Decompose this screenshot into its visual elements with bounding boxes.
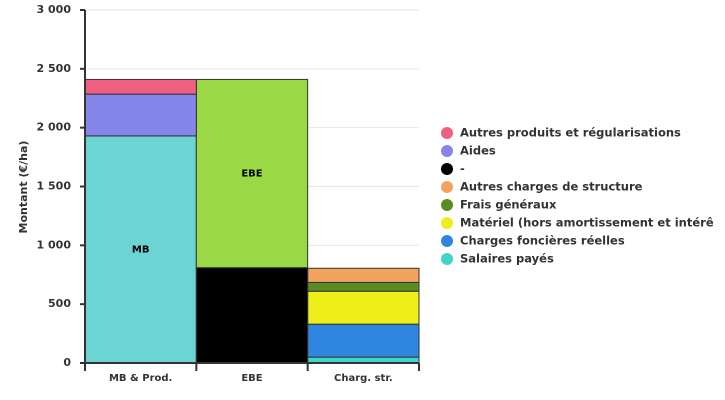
y-tick-label: 1 000 xyxy=(37,238,72,251)
bar-segment xyxy=(84,78,197,95)
bar-segment xyxy=(307,267,420,283)
legend-label[interactable]: Autres produits et régularisations xyxy=(460,126,681,140)
x-tick-label: EBE xyxy=(241,373,262,384)
legend-marker xyxy=(441,217,453,229)
legend-label[interactable]: Charges foncières réelles xyxy=(460,234,625,248)
legend-marker xyxy=(441,163,453,175)
bar-label: MB xyxy=(132,244,150,255)
legend-marker xyxy=(441,145,453,157)
legend-marker xyxy=(441,181,453,193)
legend-marker xyxy=(441,235,453,247)
bar-segment xyxy=(307,323,420,358)
y-tick-label: 2 500 xyxy=(37,62,72,75)
y-axis-title: Montant (€/ha) xyxy=(17,141,30,234)
bar-segment xyxy=(195,78,309,269)
legend-label[interactable]: Frais généraux xyxy=(460,198,557,212)
y-tick-label: 2 000 xyxy=(37,121,72,134)
legend-label[interactable]: Matériel (hors amortissement et intérê xyxy=(460,216,714,230)
legend-marker xyxy=(441,127,453,139)
legend-marker xyxy=(441,253,453,265)
bar-segment xyxy=(307,290,420,325)
bar-segment xyxy=(307,281,420,292)
y-tick-label: 3 000 xyxy=(37,3,72,16)
bar-segment xyxy=(84,93,197,137)
y-tick-label: 500 xyxy=(48,297,71,310)
y-tick-label: 0 xyxy=(63,356,71,369)
x-tick-label: Charg. str. xyxy=(334,373,393,384)
legend-label[interactable]: Aides xyxy=(460,144,496,158)
legend-label[interactable]: Salaires payés xyxy=(460,252,554,266)
x-tick-label: MB & Prod. xyxy=(109,373,172,384)
legend-label[interactable]: Autres charges de structure xyxy=(460,180,643,194)
bar-label: EBE xyxy=(241,169,262,180)
legend-label[interactable]: - xyxy=(460,162,465,176)
bar-segment xyxy=(195,267,309,364)
y-tick-label: 1 500 xyxy=(37,180,72,193)
legend-marker xyxy=(441,199,453,211)
